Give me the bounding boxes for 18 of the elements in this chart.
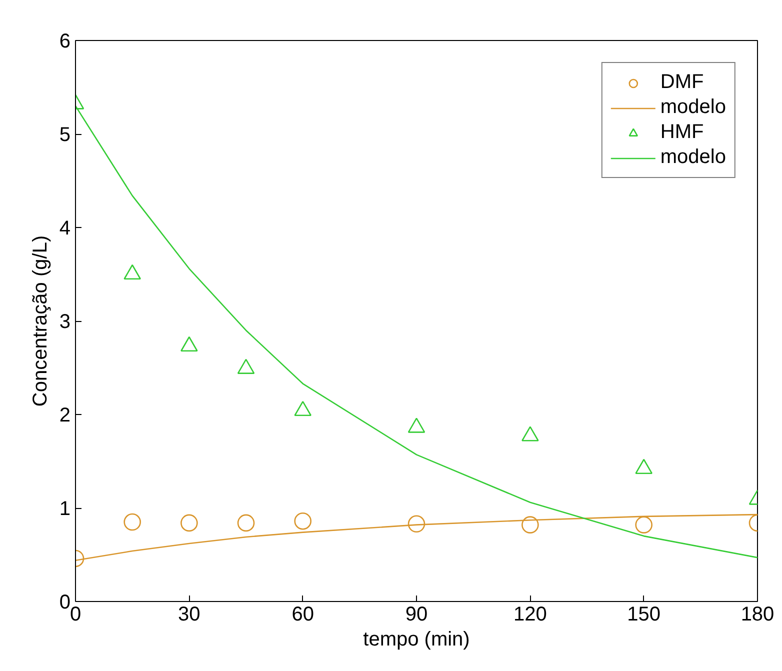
x-axis-title: tempo (min): [363, 628, 470, 650]
legend-label: modelo: [660, 146, 726, 169]
y-tick-label: 1: [59, 498, 70, 520]
x-tick-label: 120: [513, 604, 547, 626]
legend-label: HMF: [660, 121, 704, 144]
x-tick-label: 30: [178, 604, 200, 626]
legend-label: modelo: [660, 96, 726, 119]
y-axis-title: Concentração (g/L): [29, 235, 52, 407]
x-tick-label: 90: [405, 604, 428, 626]
y-tick-label: 5: [59, 124, 70, 146]
y-tick-label: 4: [59, 218, 70, 240]
x-tick-label: 150: [627, 604, 661, 626]
y-tick-label: 2: [59, 404, 70, 426]
y-tick-label: 6: [59, 30, 70, 52]
x-tick-label: 180: [740, 604, 774, 626]
y-tick-label: 3: [59, 311, 70, 333]
legend-label: DMF: [660, 71, 704, 94]
x-tick-label: 60: [292, 604, 314, 626]
